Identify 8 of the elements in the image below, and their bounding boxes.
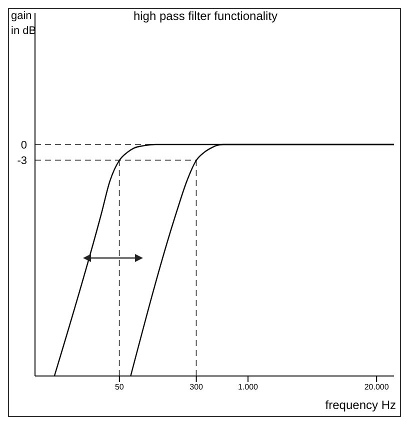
x-tick-label: 1.000 (238, 382, 259, 392)
x-tick-label: 300 (190, 382, 204, 392)
x-tick-label: 20.000 (364, 382, 390, 392)
x-axis-title: frequency Hz (325, 398, 396, 412)
x-tick-label: 50 (114, 382, 124, 392)
chart-title: high pass filter functionality (133, 9, 278, 23)
y-tick-label: -3 (17, 155, 27, 168)
y-tick-label: 0 (20, 139, 27, 152)
